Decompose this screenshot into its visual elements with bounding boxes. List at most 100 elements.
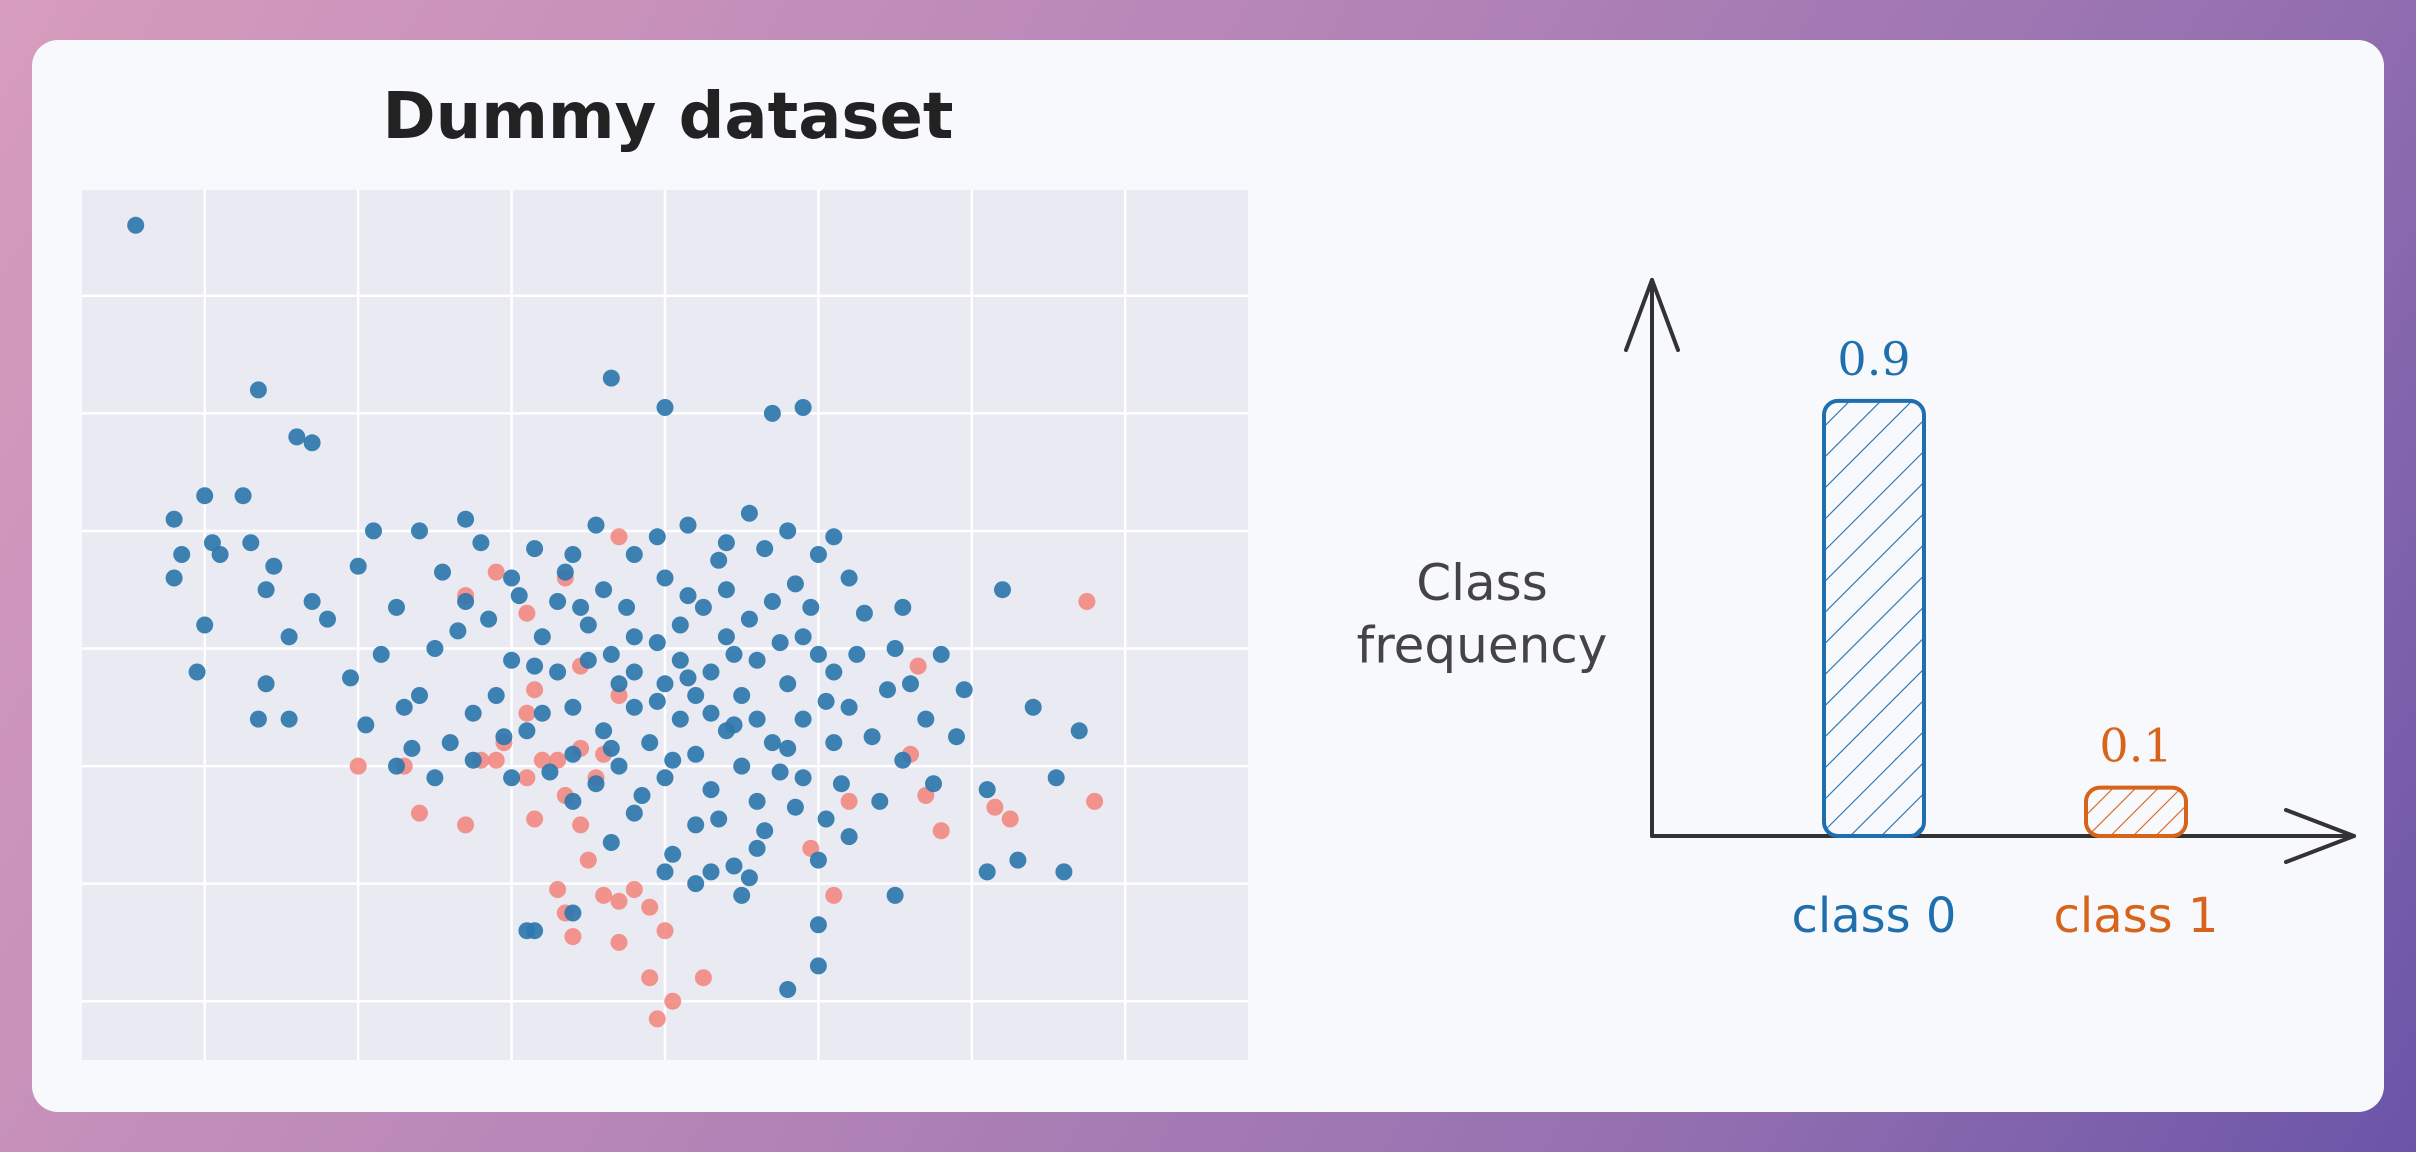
scatter-point-class-0 <box>395 698 413 716</box>
scatter-point-class-0 <box>625 698 643 716</box>
scatter-point-class-1 <box>595 886 613 904</box>
scatter-point-class-0 <box>702 781 720 799</box>
scatter-point-class-1 <box>487 751 505 769</box>
scatter-point-class-0 <box>694 598 712 616</box>
scatter-point-class-1 <box>411 804 428 822</box>
scatter-point-class-0 <box>533 628 551 646</box>
scatter-point-class-0 <box>664 751 682 769</box>
scatter-point-class-0 <box>641 734 659 752</box>
scatter-point-class-1 <box>641 898 659 916</box>
scatter-point-class-0 <box>832 775 850 793</box>
scatter-point-class-0 <box>702 704 720 722</box>
scatter-point-class-0 <box>679 516 697 534</box>
scatter-point-class-0 <box>886 640 904 657</box>
scatter-point-class-0 <box>794 399 812 416</box>
scatter-points <box>127 216 1104 1028</box>
scatter-point-class-0 <box>809 916 827 934</box>
scatter-point-class-1 <box>664 992 682 1010</box>
scatter-point-class-0 <box>679 587 697 605</box>
scatter-point-class-0 <box>579 651 597 669</box>
scatter-point-class-1 <box>457 816 475 834</box>
scatter-point-class-0 <box>779 675 797 693</box>
scatter-point-class-0 <box>848 645 866 663</box>
scatter-point-class-0 <box>978 781 996 799</box>
scatter-point-class-0 <box>487 687 505 704</box>
scatter-point-class-0 <box>464 751 482 769</box>
scatter-point-class-1 <box>1078 593 1096 610</box>
scatter-point-class-0 <box>840 698 858 716</box>
scatter-point-class-0 <box>541 763 559 781</box>
scatter-point-class-0 <box>771 763 789 781</box>
scatter-point-class-1 <box>1001 810 1019 828</box>
scatter-point-class-0 <box>902 675 919 693</box>
scatter-point-class-0 <box>595 722 613 740</box>
scatter-point-class-1 <box>518 604 536 622</box>
scatter-point-class-0 <box>648 692 666 710</box>
scatter-point-class-1 <box>625 881 643 898</box>
scatter-point-class-1 <box>487 563 505 581</box>
scatter-point-class-0 <box>127 216 145 234</box>
scatter-point-class-0 <box>549 593 567 610</box>
scatter-point-class-0 <box>426 640 444 657</box>
scatter-point-class-0 <box>763 593 781 610</box>
scatter-point-class-0 <box>625 663 643 681</box>
scatter-point-class-0 <box>840 569 858 587</box>
bar-y-axis-label: Class frequency <box>1357 554 1608 675</box>
scatter-point-class-0 <box>503 769 521 787</box>
scatter-point-class-0 <box>610 675 628 693</box>
scatter-point-class-0 <box>656 769 674 787</box>
scatter-point-class-0 <box>763 734 781 752</box>
scatter-point-class-0 <box>411 522 428 540</box>
scatter-point-class-0 <box>303 593 321 610</box>
scatter-point-class-0 <box>602 645 620 663</box>
scatter-point-class-1 <box>610 892 628 910</box>
scatter-point-class-0 <box>656 675 674 693</box>
scatter-point-class-0 <box>648 634 666 652</box>
scatter-point-class-0 <box>1009 851 1027 869</box>
scatter-point-class-0 <box>717 581 735 599</box>
x-axis-arrowhead <box>2284 808 2356 864</box>
scatter-point-class-0 <box>671 710 689 728</box>
scatter-point-class-0 <box>303 434 321 452</box>
scatter-point-class-1 <box>526 681 544 699</box>
scatter-point-class-0 <box>426 769 444 787</box>
scatter-point-class-0 <box>319 610 336 628</box>
scatter-point-class-0 <box>196 487 214 505</box>
scatter-point-class-0 <box>211 546 229 563</box>
scatter-point-class-0 <box>687 745 705 763</box>
scatter-point-class-0 <box>786 798 804 816</box>
scatter-point-class-0 <box>717 534 735 552</box>
scatter-point-class-1 <box>579 851 597 869</box>
bars: 0.9 class 0 0.1 class 1 <box>1792 332 2219 944</box>
scatter-title: Dummy dataset <box>383 80 954 154</box>
scatter-point-class-0 <box>1055 863 1073 881</box>
scatter-point-class-0 <box>602 369 620 387</box>
scatter-grid <box>82 190 1248 1060</box>
frequency-bar-chart: Class frequency 0.9 class 0 0.1 class 1 <box>1357 278 2356 944</box>
scatter-point-class-0 <box>587 775 605 793</box>
scatter-point-class-0 <box>740 610 758 628</box>
scatter-point-class-0 <box>687 816 705 834</box>
scatter-point-class-0 <box>779 522 797 540</box>
scatter-point-class-0 <box>717 628 735 646</box>
scatter-point-class-0 <box>234 487 252 505</box>
bar-value-label: 0.1 <box>2099 719 2172 773</box>
scatter-point-class-0 <box>894 598 912 616</box>
scatter-point-class-1 <box>694 969 712 987</box>
scatter-point-class-0 <box>748 651 766 669</box>
scatter-point-class-0 <box>671 651 689 669</box>
scatter-point-class-0 <box>403 739 421 757</box>
scatter-point-class-0 <box>288 428 306 446</box>
scatter-point-class-0 <box>495 728 513 746</box>
scatter-point-class-0 <box>564 904 582 922</box>
scatter-point-class-0 <box>994 581 1011 599</box>
scatter-point-class-0 <box>679 669 697 687</box>
scatter-point-class-0 <box>932 645 950 663</box>
scatter-point-class-0 <box>794 769 812 787</box>
scatter-point-class-0 <box>664 845 682 863</box>
scatter-point-class-0 <box>472 534 490 552</box>
scatter-point-class-1 <box>518 769 536 787</box>
scatter-point-class-1 <box>840 792 858 810</box>
scatter-point-class-1 <box>518 704 536 722</box>
